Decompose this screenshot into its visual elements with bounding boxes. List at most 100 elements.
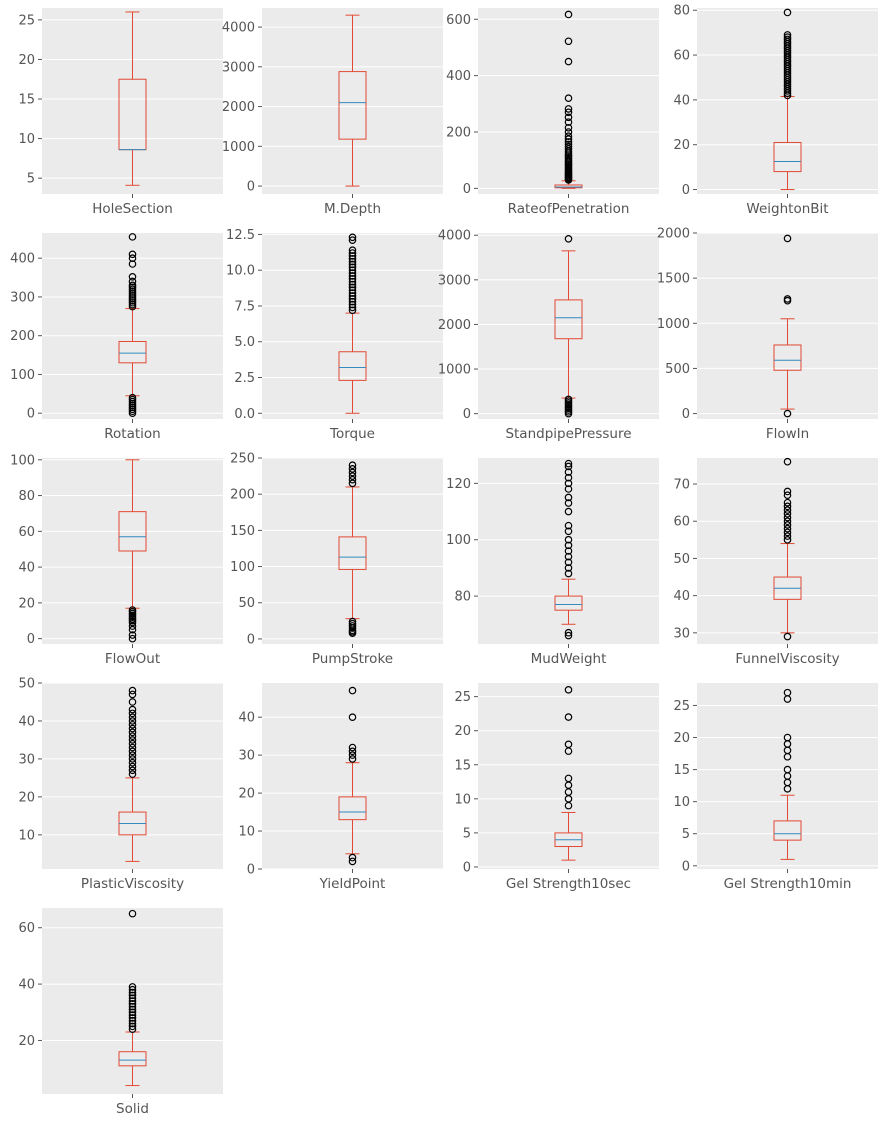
outlier-point xyxy=(783,502,792,511)
outlier-point xyxy=(128,909,137,918)
outlier-point xyxy=(348,246,357,254)
outlier-point xyxy=(348,280,357,289)
outlier-point xyxy=(348,306,357,315)
outlier-point xyxy=(564,558,573,567)
y-tick-label: 40 xyxy=(18,978,35,993)
outlier-point xyxy=(564,123,573,132)
outlier-point xyxy=(783,506,792,514)
panel-funnelviscosity: 30 40 50 60 70 FunnelViscosity xyxy=(673,457,878,667)
outlier-point xyxy=(128,281,137,290)
outlier-point xyxy=(128,747,137,756)
outlier-point xyxy=(348,272,357,280)
y-tick-label: 50 xyxy=(238,596,255,611)
y-tick-label: 5.0 xyxy=(234,335,255,350)
panel-rotation: 0 100 200 300 400 Rotation xyxy=(10,233,223,442)
outlier-point xyxy=(128,724,137,733)
x-tick-label: HoleSection xyxy=(92,201,173,217)
outlier-point xyxy=(564,541,573,550)
panel-standpipepressure: 0 1000 2000 3000 4000 StandpipePressure xyxy=(438,229,659,442)
outlier-point xyxy=(783,31,792,39)
box xyxy=(338,71,367,140)
outlier-point xyxy=(564,628,573,637)
outlier-point xyxy=(564,132,573,141)
outlier-point xyxy=(128,277,137,286)
outlier-point xyxy=(348,252,357,260)
y-tick-label: 40 xyxy=(238,711,255,726)
y-tick-label: 1000 xyxy=(222,140,255,155)
y-tick-label: 80 xyxy=(18,489,35,504)
outlier-point xyxy=(348,303,357,312)
outlier-point xyxy=(128,393,137,402)
y-tick-label: 60 xyxy=(18,921,35,936)
outlier-point xyxy=(564,493,573,502)
outlier-point xyxy=(348,277,357,286)
y-tick-label: 2000 xyxy=(222,100,255,115)
outlier-point xyxy=(348,300,357,309)
y-tick-label: 20 xyxy=(454,724,471,739)
y-tick-label: 15 xyxy=(18,93,35,108)
y-tick-label: 60 xyxy=(673,49,690,64)
outlier-point xyxy=(128,751,137,759)
box xyxy=(773,820,802,841)
outlier-point xyxy=(783,528,792,537)
y-tick-label: 1000 xyxy=(657,317,690,332)
outlier-point xyxy=(783,234,792,243)
y-tick-label: 0 xyxy=(463,182,471,197)
outlier-point xyxy=(348,472,357,480)
y-tick-label: 3000 xyxy=(438,273,471,288)
y-tick-label: 30 xyxy=(18,752,35,767)
x-tick-label: M.Depth xyxy=(324,201,381,217)
outlier-point xyxy=(564,142,573,151)
y-tick-label: 60 xyxy=(18,525,35,540)
outlier-point xyxy=(348,686,357,695)
box xyxy=(118,511,147,552)
outlier-point xyxy=(783,765,792,774)
outlier-point xyxy=(128,634,137,643)
outlier-point xyxy=(348,461,357,470)
outlier-point xyxy=(783,295,792,303)
outlier-point xyxy=(783,688,792,697)
outlier-point xyxy=(783,513,792,522)
box xyxy=(554,595,583,611)
outlier-point xyxy=(128,991,137,1000)
outlier-point xyxy=(128,686,137,695)
panel-plasticviscosity: 10 20 30 40 50 PlasticViscosity xyxy=(18,677,223,892)
y-tick-label: 0.0 xyxy=(234,407,255,422)
outlier-point xyxy=(128,709,137,718)
outlier-point xyxy=(128,997,137,1005)
y-tick-label: 25 xyxy=(673,699,690,714)
box xyxy=(338,796,367,821)
outlier-point xyxy=(128,1014,137,1022)
outlier-point xyxy=(128,994,137,1002)
y-tick-label: 100 xyxy=(10,368,35,383)
x-tick-label: PumpStroke xyxy=(312,651,393,667)
y-tick-label: 1500 xyxy=(657,272,690,287)
panel-rateofpenetration: 0 200 400 600 RateofPenetration xyxy=(446,8,659,217)
box xyxy=(554,299,583,340)
panel-m-depth: 0 1000 2000 3000 4000 M.Depth xyxy=(222,8,443,217)
outlier-point xyxy=(564,527,573,536)
y-tick-label: 0 xyxy=(247,863,255,878)
outlier-point xyxy=(348,747,357,756)
outlier-point xyxy=(564,37,573,46)
y-tick-label: 200 xyxy=(230,488,255,503)
outlier-point xyxy=(128,622,137,630)
outlier-point xyxy=(348,297,357,306)
outlier-point xyxy=(564,521,573,530)
y-tick-label: 30 xyxy=(238,749,255,764)
outlier-point xyxy=(348,289,357,297)
outlier-point xyxy=(348,274,357,283)
y-tick-label: 15 xyxy=(454,758,471,773)
box xyxy=(118,341,147,364)
outlier-point xyxy=(128,631,137,639)
outlier-point xyxy=(564,459,573,468)
outlier-point xyxy=(564,108,573,117)
y-tick-label: 4000 xyxy=(438,229,471,244)
outlier-point xyxy=(783,521,792,529)
outlier-point xyxy=(564,135,573,143)
outlier-point xyxy=(348,743,357,752)
outlier-point xyxy=(128,1008,137,1017)
outlier-point xyxy=(783,532,792,540)
outlier-point xyxy=(128,1002,137,1011)
